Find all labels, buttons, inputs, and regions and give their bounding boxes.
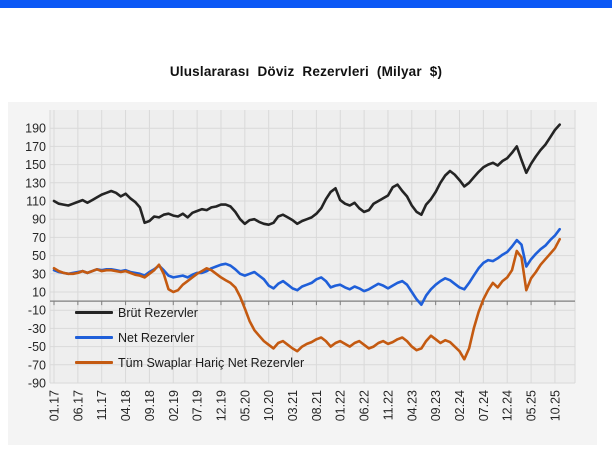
legend-item-brut: Brüt Rezervler: [75, 300, 304, 325]
legend-item-swap-haric: Tüm Swaplar Hariç Net Rezervler: [75, 350, 304, 375]
x-tick-label: 04.23: [405, 390, 419, 421]
y-tick-label: -50: [28, 340, 46, 354]
y-tick-label: 70: [32, 231, 46, 245]
y-tick-label: -90: [28, 377, 46, 391]
chart-panel: 190 170 150 130 110 90 70 50 30 10 -10 -30 -50 -70 -90…: [8, 102, 597, 445]
y-tick-label: 150: [25, 158, 46, 172]
y-tick-label: 170: [25, 140, 46, 154]
y-tick-label: 110: [26, 195, 46, 209]
legend-swatch-swap-haric: [75, 360, 113, 365]
x-tick-label: 12.19: [214, 390, 228, 421]
y-tick-label: 90: [32, 213, 46, 227]
y-tick-label: -10: [28, 304, 46, 318]
x-tick-label: 01.17: [48, 390, 62, 421]
x-tick-label: 02.24: [453, 390, 467, 421]
legend-swatch-net: [75, 335, 113, 340]
legend-label-swap-haric: Tüm Swaplar Hariç Net Rezervler: [118, 355, 305, 370]
legend: Brüt Rezervler Net Rezervler Tüm Swaplar…: [75, 300, 304, 375]
legend-item-net: Net Rezervler: [75, 325, 304, 350]
reserves-chart: 190 170 150 130 110 90 70 50 30 10 -10 -30 -50 -70 -90…: [25, 110, 576, 421]
x-tick-label: 10.20: [262, 390, 276, 421]
x-tick-label: 03.21: [286, 390, 300, 421]
y-tick-label: 50: [32, 249, 46, 263]
plot-background: [50, 110, 575, 383]
x-tick-label: 04.18: [119, 390, 133, 421]
y-tick-label: 190: [25, 122, 46, 136]
series-brut-line: [52, 123, 562, 226]
chart-title: Uluslararası Döviz Rezervleri (Milyar $): [169, 64, 443, 79]
x-tick-label: 07.19: [191, 390, 205, 421]
y-tick-label: -30: [28, 322, 46, 336]
x-tick-label: 11.22: [381, 390, 395, 420]
x-tick-label: 06.22: [358, 390, 372, 421]
x-tick-label: 11.17: [95, 390, 109, 420]
y-tick-label: -70: [28, 358, 46, 372]
legend-swatch-brut: [75, 310, 113, 315]
x-tick-label: 07.24: [477, 390, 491, 421]
x-tick-label: 01.22: [334, 390, 348, 421]
x-tick-label: 05.20: [238, 390, 252, 421]
top-accent-bar: [0, 0, 612, 8]
series-swap-haric-line: [52, 237, 562, 361]
legend-label-net: Net Rezervler: [118, 330, 195, 345]
y-tick-label: 10: [32, 286, 46, 300]
x-tick-label: 06.17: [71, 390, 85, 421]
y-tick-label: 130: [25, 176, 46, 190]
x-tick-label: 05.25: [525, 390, 539, 421]
x-tick-label: 09.18: [143, 390, 157, 421]
x-tick-label: 09.23: [429, 390, 443, 421]
x-tick-label: 12.24: [501, 390, 515, 421]
legend-label-brut: Brüt Rezervler: [118, 305, 198, 320]
series-net-line: [52, 227, 562, 306]
x-tick-label: 02.19: [167, 390, 181, 421]
y-tick-label: 30: [32, 267, 46, 281]
x-tick-label: 10.25: [548, 390, 562, 421]
x-tick-label: 08.21: [310, 390, 324, 421]
